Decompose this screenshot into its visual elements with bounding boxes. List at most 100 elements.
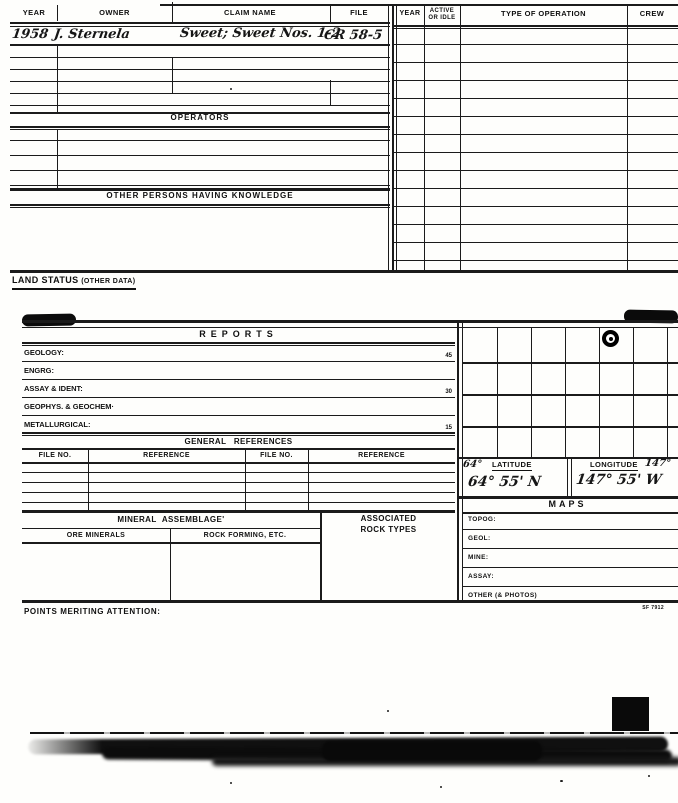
rule [22, 327, 678, 328]
col-ore-minerals: ORE MINERALS [66, 532, 126, 539]
maps-row-geol: GEOL: [468, 535, 491, 542]
rule [10, 129, 390, 130]
report-label: ASSAY & IDENT: [24, 384, 83, 393]
claims-col-year: YEAR [22, 8, 46, 17]
rule [10, 112, 390, 114]
rule [393, 80, 678, 81]
rule [462, 426, 678, 428]
rule [320, 510, 322, 600]
maps-row-other: OTHER (& PHOTOS) [468, 592, 538, 599]
other-persons-title: OTHER PERSONS HAVING KNOWLEDGE [106, 191, 294, 200]
col-rock-forming: ROCK FORMING, ETC. [203, 532, 287, 539]
longitude-note: 147° [644, 458, 672, 469]
points-meriting-attention-label: POINTS MERITING ATTENTION: [24, 607, 161, 616]
report-label: GEOLOGY: [24, 348, 64, 357]
rule [10, 105, 390, 106]
rule [10, 207, 390, 208]
rule [330, 80, 331, 105]
rule [393, 44, 678, 45]
rule [22, 345, 455, 346]
rule [22, 435, 455, 436]
speck [230, 782, 232, 784]
rule [393, 206, 678, 207]
scan-artifact [322, 741, 542, 761]
rule [10, 22, 390, 24]
rule [308, 448, 309, 510]
report-row-geology: GEOLOGY: 45 [22, 348, 455, 362]
rule [10, 93, 390, 94]
rule [599, 327, 600, 457]
form-number: SF 7912 [642, 605, 664, 611]
rule [22, 462, 455, 464]
report-label: GEOPHYS. & GEOCHEM· [24, 402, 115, 411]
report-label: METALLURGICAL: [24, 420, 91, 429]
rule [388, 6, 389, 270]
rule [170, 528, 171, 600]
speck [230, 88, 232, 90]
rule [392, 28, 678, 29]
associated-rock-types-line1: ASSOCIATED [360, 514, 417, 523]
report-row-assay-ident: ASSAY & IDENT: 30 [22, 384, 455, 398]
rule [462, 512, 678, 514]
rule [393, 134, 678, 135]
report-row-engrg: ENGRG: [22, 366, 455, 380]
rule [22, 397, 455, 398]
target-marker-dot [609, 337, 613, 341]
scan-artifact [22, 734, 102, 780]
entry-year: 1958 [10, 27, 50, 42]
rule [457, 496, 678, 499]
rule [393, 98, 678, 99]
entry-file: CR 58-5 [322, 28, 384, 43]
rule [22, 320, 678, 323]
rule [22, 415, 455, 416]
general-references-title: GENERAL REFERENCES [184, 437, 293, 446]
rule [10, 44, 390, 46]
rule [330, 6, 331, 22]
rule [531, 327, 532, 457]
speck [440, 786, 442, 788]
rule [10, 155, 390, 156]
speck [387, 710, 389, 712]
rule [424, 6, 425, 270]
maps-title: MAPS [548, 499, 587, 509]
rule [22, 472, 455, 473]
rule [22, 600, 678, 603]
rule [88, 448, 89, 510]
scan-smudge-band [22, 736, 678, 778]
rule [393, 170, 678, 171]
rule [22, 361, 455, 362]
rule [567, 457, 568, 497]
rule [10, 126, 390, 128]
rule [462, 529, 678, 530]
reports-title: REPORTS [199, 329, 278, 339]
rule [10, 204, 390, 206]
maps-row-assay: ASSAY: [468, 573, 494, 580]
speck [560, 780, 563, 782]
maps-row-mine: MINE: [468, 554, 489, 561]
genref-col-reference-1: REFERENCE [143, 452, 190, 459]
rule [172, 2, 173, 22]
rule [22, 379, 455, 380]
rule [22, 502, 455, 503]
rule [22, 448, 455, 450]
rule [393, 224, 678, 225]
rule [10, 69, 390, 70]
claims-col-file: FILE [350, 8, 368, 17]
rule [57, 5, 58, 21]
latitude-note: 64° [462, 459, 483, 470]
rule [393, 188, 678, 189]
rule [10, 170, 390, 171]
report-line-number: 45 [445, 353, 452, 359]
rule [627, 6, 628, 270]
scan-artifact [30, 732, 678, 734]
rule [393, 242, 678, 243]
rule [22, 492, 455, 493]
rule [22, 342, 455, 344]
rule [245, 448, 246, 510]
entry-owner: J. Sternela [52, 27, 131, 42]
rule [22, 482, 455, 483]
operations-col-crew: CREW [639, 9, 665, 18]
rule [393, 260, 678, 261]
target-marker [602, 330, 619, 347]
